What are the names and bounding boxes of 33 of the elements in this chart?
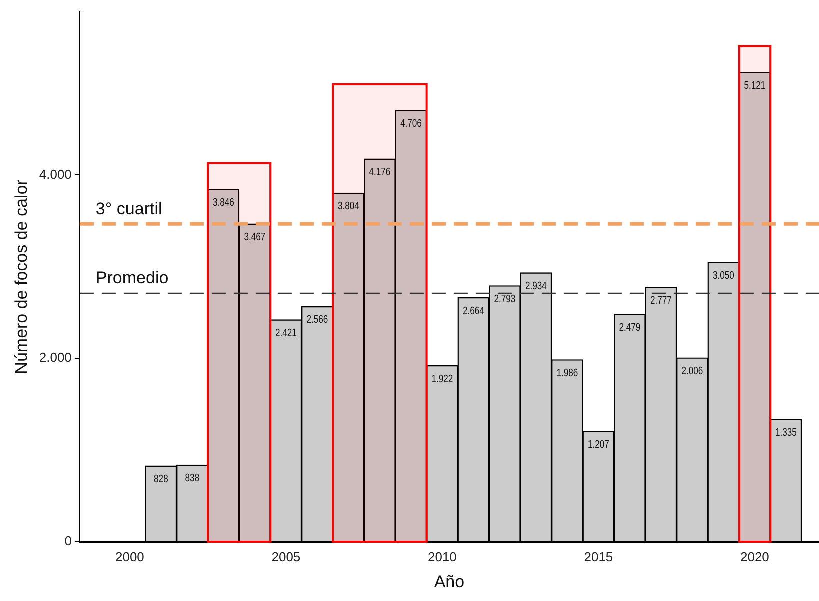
y-tick-label: 4.000 (39, 166, 72, 182)
data-label: 2.006 (682, 366, 704, 378)
data-label: 1.335 (775, 427, 798, 440)
x-tick-label: 2005 (272, 549, 301, 564)
data-label: 2.934 (525, 280, 548, 293)
data-label: 1.986 (556, 368, 579, 380)
data-label: 2.664 (462, 305, 485, 318)
data-label: 3.050 (712, 270, 735, 282)
y-tick-label: 2.000 (39, 350, 72, 366)
x-tick-label: 2000 (115, 549, 144, 564)
data-label: 3.846 (212, 196, 235, 210)
data-label: 3.467 (244, 232, 266, 244)
x-axis-title: Año (434, 572, 465, 592)
data-label: 1.922 (432, 373, 454, 386)
data-label: 2.777 (650, 294, 672, 308)
x-tick-label: 2010 (428, 549, 457, 564)
data-label: 4.176 (369, 166, 392, 179)
data-label: 2.793 (494, 294, 516, 306)
x-tick-label: 2015 (584, 549, 614, 564)
data-label: 2.566 (306, 314, 329, 327)
y-axis-title: Número de focos de calor (12, 179, 31, 374)
data-label: 1.207 (588, 438, 610, 452)
data-label: 2.479 (619, 322, 642, 335)
ref-line-label: 3° cuartil (96, 199, 162, 218)
x-tick-label: 2020 (740, 549, 770, 564)
data-label: 2.421 (275, 328, 297, 340)
data-label: 3.804 (338, 200, 360, 214)
y-tick-label: 0 (64, 534, 72, 549)
data-label: 4.706 (400, 118, 422, 130)
ref-line-label: Promedio (96, 268, 169, 288)
data-label: 5.121 (744, 80, 766, 92)
data-label: 828 (154, 474, 169, 486)
data-label: 838 (185, 472, 200, 486)
